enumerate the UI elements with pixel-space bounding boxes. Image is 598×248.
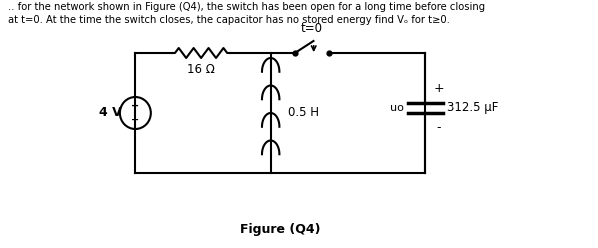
Text: 4 V: 4 V [99, 106, 121, 120]
Text: 312.5 μF: 312.5 μF [447, 101, 498, 115]
Text: t=0: t=0 [301, 22, 323, 35]
Text: -: - [437, 122, 441, 134]
Text: +: + [132, 101, 139, 111]
Text: .. for the network shown in Figure (Q4), the switch has been open for a long tim: .. for the network shown in Figure (Q4),… [8, 2, 485, 12]
Text: uo: uo [390, 103, 404, 113]
Text: Figure (Q4): Figure (Q4) [240, 223, 321, 236]
Text: +: + [434, 82, 444, 94]
Text: −: − [132, 115, 139, 125]
Text: 16 Ω: 16 Ω [187, 63, 215, 76]
Text: at t=0. At the time the switch closes, the capacitor has no stored energy find V: at t=0. At the time the switch closes, t… [8, 15, 450, 25]
Text: 0.5 H: 0.5 H [288, 106, 319, 120]
